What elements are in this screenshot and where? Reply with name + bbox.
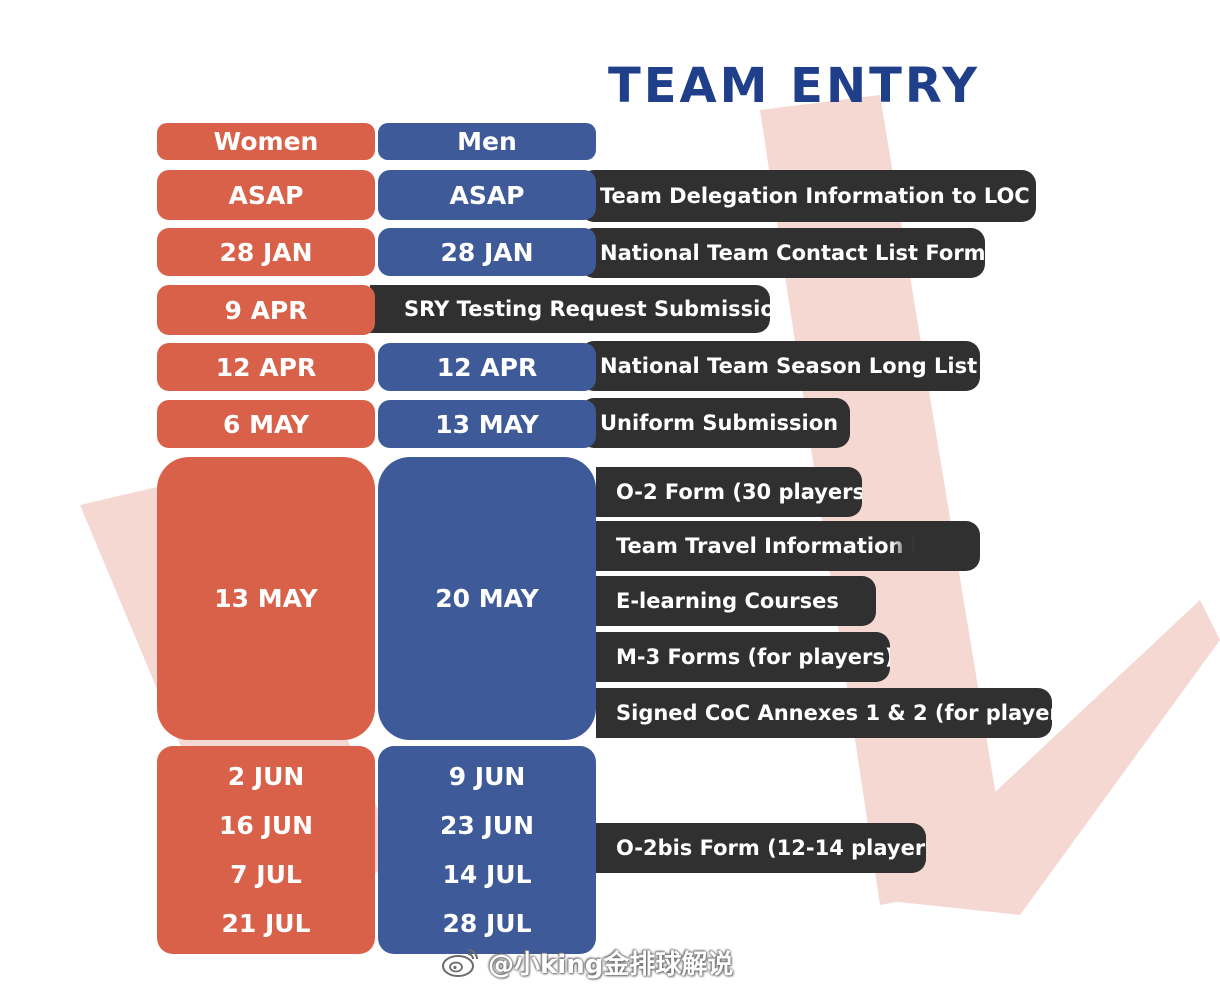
deco-stroke-right: [880, 600, 1220, 915]
task-team-delegation: Team Delegation Information to LOC: [580, 170, 1036, 222]
task-o2bis-form: O-2bis Form (12-14 players): [596, 823, 926, 873]
men-date-13-may: 13 MAY: [378, 400, 596, 448]
task-m3-forms: M-3 Forms (for players): [596, 632, 890, 682]
women-date-13-may: 13 MAY: [157, 457, 375, 740]
women-date-16-jun: 16 JUN: [218, 811, 314, 840]
women-date-12-apr: 12 APR: [157, 343, 375, 391]
women-date-9-apr: 9 APR: [157, 285, 375, 335]
men-date-asap: ASAP: [378, 170, 596, 220]
women-date-6-may: 6 MAY: [157, 400, 375, 448]
men-summer-dates: 9 JUN 23 JUN 14 JUL 28 JUL: [378, 746, 596, 954]
women-date-21-jul: 21 JUL: [221, 909, 311, 938]
task-uniform-submission: Uniform Submission: [580, 398, 850, 448]
women-date-2-jun: 2 JUN: [227, 762, 305, 791]
weibo-icon: [442, 949, 478, 977]
men-date-28-jul: 28 JUL: [442, 909, 532, 938]
men-date-12-apr: 12 APR: [378, 343, 596, 391]
task-o2-form: O-2 Form (30 players): [596, 467, 862, 517]
men-date-20-may: 20 MAY: [378, 457, 596, 740]
watermark-text: @小king金排球解说: [488, 949, 734, 980]
women-date-7-jul: 7 JUL: [230, 860, 302, 889]
men-date-23-jun: 23 JUN: [439, 811, 535, 840]
watermark: @小king金排球解说: [440, 940, 780, 984]
page-title: TEAM ENTRY: [608, 58, 980, 114]
women-date-28-jan: 28 JAN: [157, 228, 375, 276]
blurred-text-overlay: [890, 527, 960, 561]
women-column-header: Women: [157, 123, 375, 160]
men-date-14-jul: 14 JUL: [442, 860, 532, 889]
task-sry-testing: SRY Testing Request Submission: [370, 285, 770, 333]
task-e-learning: E-learning Courses: [596, 576, 876, 626]
men-date-9-jun: 9 JUN: [448, 762, 526, 791]
task-contact-list-form: National Team Contact List Form: [580, 228, 985, 278]
men-date-28-jan: 28 JAN: [378, 228, 596, 276]
women-summer-dates: 2 JUN 16 JUN 7 JUL 21 JUL: [157, 746, 375, 954]
men-column-header: Men: [378, 123, 596, 160]
task-season-long-list: National Team Season Long List: [580, 341, 980, 391]
task-signed-coc-annexes: Signed CoC Annexes 1 & 2 (for players): [596, 688, 1052, 738]
women-date-asap: ASAP: [157, 170, 375, 220]
